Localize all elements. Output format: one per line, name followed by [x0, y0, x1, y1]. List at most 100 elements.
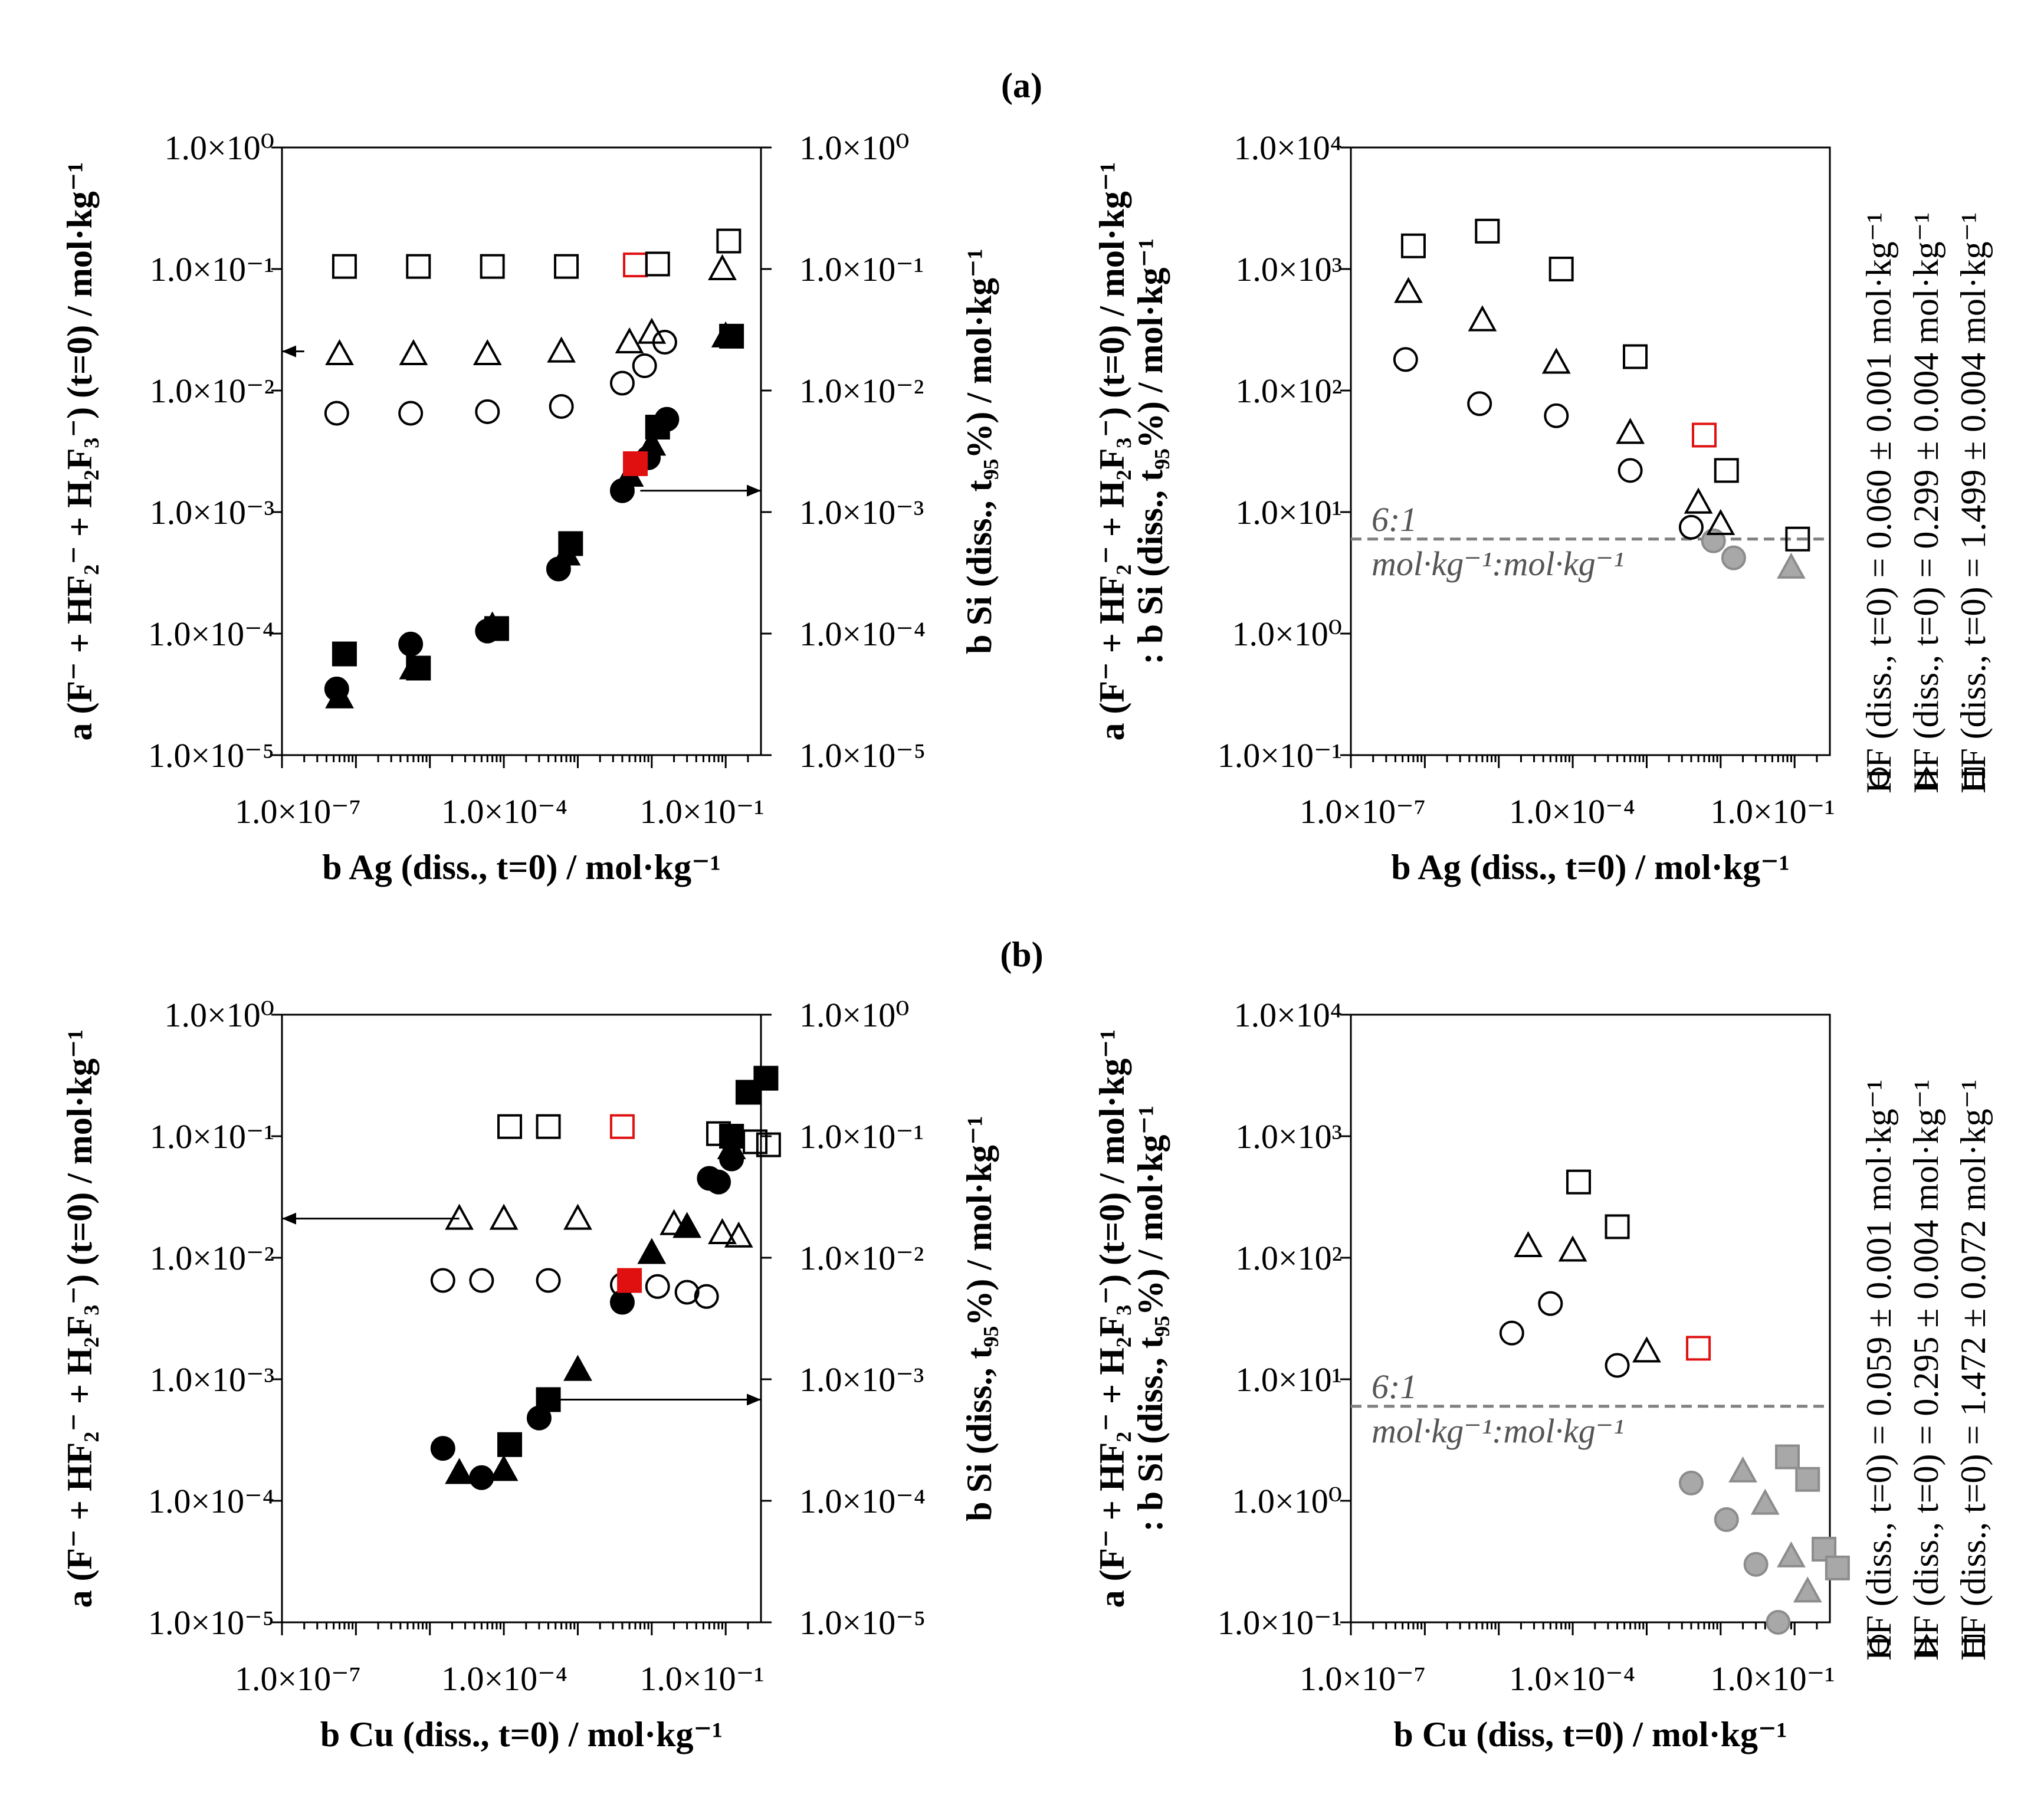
data-point	[637, 317, 667, 344]
ytick-label: 1.0×10⁻¹	[1218, 736, 1342, 775]
plot-area-b-left	[281, 1014, 762, 1624]
data-point	[332, 254, 357, 279]
y2tick-label: 1.0×10⁻¹	[799, 250, 924, 288]
marks-b-right	[1351, 1169, 1850, 1635]
plot-a-right: 1.0×10⁴ 1.0×10³ 1.0×10² 1.0×10¹ 1.0×10⁰ …	[1092, 129, 1993, 887]
data-point	[1793, 1576, 1822, 1603]
data-point	[469, 1268, 494, 1293]
xtick-label: 1.0×10⁻¹	[639, 792, 764, 831]
legend-b: HF (diss., t=0) = 0.059 ± 0.001 mol·kg⁻¹…	[1859, 1080, 1993, 1661]
ytick-label: 1.0×10⁴	[1234, 129, 1342, 167]
xtick-label: 1.0×10⁻⁴	[1509, 1659, 1635, 1698]
data-point	[1616, 418, 1645, 444]
legend-item-b-1: HF (diss., t=0) = 0.059 ± 0.001 mol·kg⁻¹	[1859, 1080, 1898, 1661]
y2tick-label: 1.0×10⁻⁴	[799, 1482, 926, 1520]
data-point	[563, 1203, 592, 1230]
data-point	[445, 1458, 474, 1484]
legend-square-icon	[1964, 1635, 1984, 1655]
y2tick-label: 1.0×10⁰	[799, 996, 909, 1034]
ytick-label: 1.0×10²	[1235, 1239, 1342, 1277]
xtick-label: 1.0×10⁻⁴	[441, 792, 567, 831]
ytick-label: 1.0×10³	[1235, 1117, 1342, 1156]
data-point	[554, 254, 579, 279]
xtick-label: 1.0×10⁻⁴	[1509, 792, 1635, 831]
plot-b-right: 1.0×10⁴ 1.0×10³ 1.0×10² 1.0×10¹ 1.0×10⁰ …	[1092, 996, 1993, 1754]
data-point	[563, 1354, 592, 1381]
arrow-head	[747, 1393, 761, 1406]
panel-label-b: (b)	[1000, 935, 1043, 974]
data-point	[1538, 1291, 1563, 1316]
ticks-b-left	[271, 1014, 772, 1635]
data-point	[1605, 1214, 1630, 1239]
legend-item-a-1: HF (diss., t=0) = 0.060 ± 0.001 mol·kg⁻¹	[1859, 212, 1898, 793]
ytick-label: 1.0×10⁻³	[150, 1360, 274, 1399]
ytick-label: 1.0×10¹	[1235, 493, 1342, 532]
plot-b-left: 1.0×10⁰ 1.0×10⁻¹ 1.0×10⁻² 1.0×10⁻³ 1.0×1…	[60, 996, 999, 1754]
marks-b-left	[282, 1065, 781, 1490]
x-axis-label: b Ag (diss., t=0) / mol·kg⁻¹	[1391, 848, 1790, 887]
ytick-label: 1.0×10³	[1235, 250, 1342, 288]
data-point	[430, 1436, 455, 1461]
data-point	[536, 1268, 561, 1293]
data-point	[399, 339, 428, 365]
xtick-label: 1.0×10⁻¹	[639, 1659, 764, 1698]
data-point	[484, 616, 509, 641]
y2tick-label: 1.0×10⁻¹	[799, 1117, 924, 1156]
legend-item-a-3: HF (diss., t=0) = 1.499 ± 0.004 mol·kg⁻¹	[1954, 212, 1993, 793]
legend-item-b-2: HF (diss., t=0) = 0.295 ± 0.004 mol·kg⁻¹	[1907, 1080, 1945, 1661]
y2tick-label: 1.0×10⁻⁴	[799, 615, 926, 653]
data-point	[1743, 1552, 1769, 1577]
ytick-label: 1.0×10⁻¹	[150, 1117, 274, 1156]
arrow-head	[747, 484, 761, 497]
data-point	[708, 1218, 737, 1244]
ratio-label: 6:1	[1372, 1367, 1417, 1406]
marks-a-right	[1351, 218, 1830, 579]
data-point	[609, 1290, 635, 1315]
ratio-label: 6:1	[1372, 500, 1417, 539]
data-point	[1623, 344, 1648, 369]
data-point	[475, 399, 500, 424]
y2tick-label: 1.0×10⁻²	[799, 372, 924, 410]
ytick-label: 1.0×10¹	[1235, 1360, 1342, 1399]
ytick-label: 1.0×10⁰	[165, 996, 274, 1034]
legend-a: HF (diss., t=0) = 0.060 ± 0.001 mol·kg⁻¹…	[1859, 212, 1993, 793]
data-point	[558, 531, 583, 556]
data-point	[398, 631, 424, 657]
arrow-head	[282, 1212, 296, 1225]
panel-label-a: (a)	[1001, 66, 1042, 105]
data-point	[724, 1221, 753, 1248]
plot-a-left: 1.0×10⁰ 1.0×10⁻¹ 1.0×10⁻² 1.0×10⁻³ 1.0×1…	[60, 129, 999, 887]
y-axis-label: a (F⁻ + HF₂⁻ + H₂F₃⁻) (t=0) / mol·kg⁻¹	[60, 162, 99, 740]
ytick-label: 1.0×10⁻⁵	[148, 736, 274, 775]
data-point	[1678, 514, 1704, 540]
data-point	[1701, 528, 1726, 553]
data-point	[536, 1114, 561, 1139]
data-point	[1777, 552, 1806, 579]
data-point	[1400, 233, 1426, 258]
ytick-label: 1.0×10⁻²	[150, 1239, 274, 1277]
y2tick-label: 1.0×10⁻²	[799, 1239, 924, 1277]
y-axis-label: a (F⁻ + HF₂⁻ + H₂F₃⁻) (t=0) / mol·kg⁻¹	[1092, 1029, 1131, 1608]
ytick-label: 1.0×10⁴	[1234, 996, 1342, 1034]
data-point	[1777, 1541, 1806, 1567]
data-point	[637, 429, 667, 456]
ytick-label: 1.0×10⁻⁵	[148, 1603, 274, 1642]
data-point	[1795, 1467, 1820, 1492]
data-point	[719, 323, 744, 349]
data-point	[332, 641, 357, 667]
y2tick-label: 1.0×10⁻⁵	[799, 1603, 926, 1642]
xtick-label: 1.0×10⁻⁴	[441, 1659, 567, 1698]
data-point	[1785, 526, 1810, 552]
data-point	[632, 353, 657, 378]
data-point	[1692, 422, 1717, 448]
data-point	[469, 1465, 494, 1490]
legend-triangle-icon	[1915, 766, 1938, 786]
data-point	[719, 1124, 744, 1149]
data-point	[1548, 257, 1574, 281]
data-point	[609, 370, 635, 396]
data-point	[1393, 347, 1418, 372]
plot-area-b-right	[1350, 1014, 1831, 1624]
data-point	[325, 339, 354, 365]
data-point	[708, 254, 737, 280]
data-point	[406, 655, 431, 681]
